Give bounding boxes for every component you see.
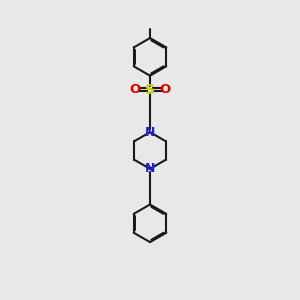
Text: O: O [159,83,170,96]
Text: O: O [130,83,141,96]
Text: S: S [145,82,155,97]
Text: N: N [145,126,155,139]
Text: N: N [145,162,155,175]
